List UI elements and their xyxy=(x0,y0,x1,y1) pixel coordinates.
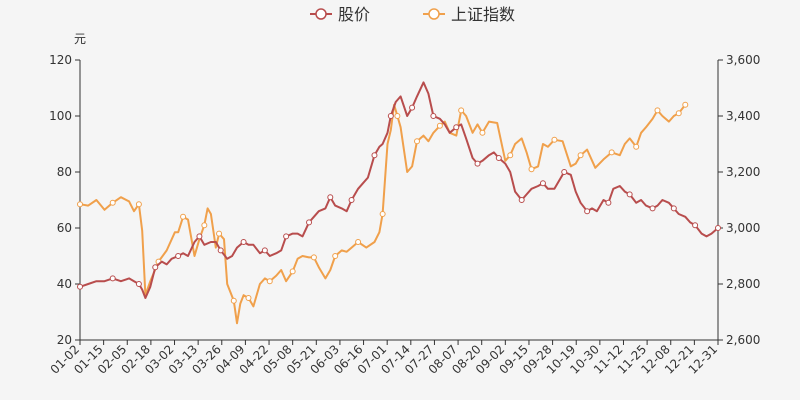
series-point xyxy=(387,113,394,119)
series-point xyxy=(605,199,612,206)
legend-marker xyxy=(315,8,327,20)
series-point xyxy=(474,160,481,167)
series-point xyxy=(715,225,721,231)
series-point xyxy=(528,166,535,173)
series-point xyxy=(379,211,386,217)
series-point xyxy=(289,268,296,275)
series-point xyxy=(436,122,443,129)
series-point xyxy=(539,180,546,187)
legend[interactable]: 股价 上证指数 xyxy=(310,5,515,24)
series-point xyxy=(201,222,208,229)
series-point xyxy=(453,124,460,131)
series-point xyxy=(413,138,420,145)
left-tick-label: 20 xyxy=(57,333,72,347)
series-point xyxy=(77,201,83,208)
left-tick-label: 80 xyxy=(57,165,72,179)
series-point xyxy=(152,264,159,271)
series-point xyxy=(577,152,584,159)
legend-label[interactable]: 上证指数 xyxy=(451,5,515,24)
series-point xyxy=(240,239,247,245)
axes: 20 40 60 80 100 120 2,600 2,800 3,000 3,200 3,400 3… xyxy=(48,53,761,377)
series-point xyxy=(626,191,633,198)
series-point xyxy=(394,113,401,119)
series-point xyxy=(649,205,656,212)
series-point xyxy=(310,254,317,261)
series-point xyxy=(216,230,223,237)
series-point xyxy=(230,297,237,304)
left-tick-label: 120 xyxy=(49,53,72,67)
series-line xyxy=(79,81,719,299)
series-point xyxy=(306,219,313,226)
series-point xyxy=(675,110,682,117)
series-point xyxy=(561,169,568,175)
series-point xyxy=(135,201,142,208)
left-tick-label: 40 xyxy=(57,277,72,291)
legend-marker xyxy=(428,8,440,20)
left-tick-label: 60 xyxy=(57,221,72,235)
series-point xyxy=(430,113,437,119)
left-tick-label: 100 xyxy=(49,109,72,123)
right-tick-label: 3,000 xyxy=(726,221,760,235)
left-axis-unit: 元 xyxy=(74,32,86,46)
series-point xyxy=(654,107,661,114)
series-point xyxy=(692,222,699,229)
series-point xyxy=(479,129,486,136)
series-point xyxy=(458,107,465,114)
series-point xyxy=(77,283,83,290)
series-point xyxy=(175,253,182,259)
series-point xyxy=(518,197,525,203)
series-line xyxy=(79,103,687,325)
right-tick-label: 3,600 xyxy=(726,53,760,67)
right-tick-label: 3,400 xyxy=(726,109,760,123)
legend-label[interactable]: 股价 xyxy=(338,5,370,24)
series-point xyxy=(608,149,615,156)
series-point xyxy=(217,247,224,254)
series-point xyxy=(670,205,677,212)
series-point xyxy=(371,152,378,159)
right-tick-label: 2,800 xyxy=(726,277,760,291)
series-point xyxy=(633,143,640,150)
series-point xyxy=(196,233,203,240)
series-point xyxy=(109,275,116,282)
series-point xyxy=(355,239,362,245)
series-point xyxy=(327,194,334,201)
right-tick-label: 2,600 xyxy=(726,333,760,347)
series-point xyxy=(551,136,558,143)
series-point xyxy=(266,278,273,285)
series-point xyxy=(409,104,416,111)
series-point xyxy=(584,208,591,215)
series-point xyxy=(507,152,514,159)
series-point xyxy=(348,197,355,203)
right-tick-label: 3,200 xyxy=(726,165,760,179)
series-point xyxy=(180,213,187,220)
series-point xyxy=(135,281,142,287)
series-point xyxy=(682,101,689,108)
series-point xyxy=(109,199,116,206)
plot-area xyxy=(77,81,721,325)
series-point xyxy=(332,253,339,259)
series-point xyxy=(245,295,252,301)
series-point xyxy=(283,233,290,240)
series-point xyxy=(261,247,268,254)
series-point xyxy=(495,155,502,161)
